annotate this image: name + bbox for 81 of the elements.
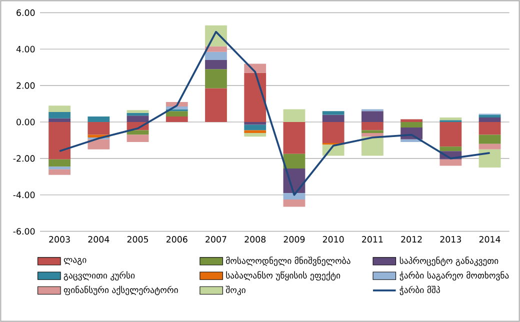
bar	[166, 111, 188, 117]
bar	[322, 111, 344, 115]
x-tick-label: 2014	[479, 236, 500, 243]
x-tick-label: 2008	[244, 236, 266, 243]
bar	[283, 109, 306, 122]
bar	[126, 112, 149, 116]
legend-label: საპროცენტო განაკვეთი	[400, 256, 498, 266]
bar	[48, 118, 71, 122]
bar	[48, 159, 71, 167]
bar	[361, 122, 384, 130]
bar	[205, 88, 227, 122]
bar	[361, 130, 384, 133]
x-tick-label: 2011	[362, 236, 383, 243]
bar	[126, 130, 149, 135]
bar	[478, 114, 501, 118]
bar	[283, 122, 306, 154]
bar	[478, 149, 501, 168]
bar	[322, 114, 344, 122]
legend-label: შოკი	[226, 286, 246, 296]
bar	[478, 122, 501, 135]
x-tick-label: 2013	[440, 236, 461, 243]
bar	[440, 122, 462, 147]
bar	[126, 116, 149, 122]
bar	[205, 52, 227, 60]
x-tick-label: 2010	[322, 236, 344, 243]
bar	[205, 60, 227, 70]
bar	[244, 122, 266, 125]
y-tick-label: 2.00	[16, 82, 35, 89]
legend-label: ფინანსური აქსელერატორი	[64, 286, 178, 296]
bar	[400, 119, 423, 122]
bar	[88, 116, 110, 122]
bar	[88, 139, 110, 150]
bar	[205, 46, 227, 52]
y-tick-label: -4.00	[13, 192, 35, 198]
x-tick-label: 2006	[166, 236, 188, 243]
x-tick-label: 2012	[401, 236, 422, 243]
legend-label: საბალანსო უწყისის ეფექტი	[226, 271, 340, 281]
legend-label: გაცვლითი კურსი	[64, 271, 135, 280]
y-tick-label: -6.00	[13, 228, 35, 235]
line-series	[58, 30, 491, 196]
y-tick-label: 4.00	[16, 46, 35, 52]
bar	[244, 132, 266, 137]
bar	[205, 69, 227, 88]
bar	[166, 116, 188, 122]
bar	[361, 132, 384, 137]
x-tick-label: 2003	[49, 236, 70, 243]
bar	[244, 130, 266, 133]
legend-label: ჭარბი საგარეო მოთხოვნა	[400, 271, 509, 281]
bar	[283, 199, 306, 207]
y-tick-label: 6.00	[16, 9, 35, 16]
legend-label: ლაგი	[64, 258, 86, 265]
bar	[126, 134, 149, 142]
bar	[478, 134, 501, 144]
bar	[48, 112, 71, 118]
bar	[283, 193, 306, 200]
bar	[283, 154, 306, 168]
bar	[126, 110, 149, 113]
x-tick-label: 2007	[206, 236, 226, 243]
bar	[440, 146, 462, 152]
bar	[361, 111, 384, 122]
bar	[478, 117, 501, 122]
bar	[48, 166, 71, 170]
x-tick-label: 2005	[127, 236, 148, 243]
bar	[440, 159, 462, 166]
bar	[400, 122, 423, 128]
bar	[440, 117, 462, 120]
x-tick-label: 2004	[88, 236, 110, 243]
bar	[88, 122, 110, 135]
x-tick-label: 2009	[284, 236, 305, 243]
bar	[48, 122, 71, 160]
bar	[244, 124, 266, 130]
bar	[48, 169, 71, 175]
bar	[322, 122, 344, 143]
bar	[244, 72, 266, 122]
y-tick-label: -2.00	[13, 155, 35, 162]
bar	[361, 136, 384, 156]
bar	[48, 106, 71, 112]
legend-label: მოსალოდნელი მნიშვნელობა	[226, 256, 350, 266]
legend-label: ჭარბი მშპ	[400, 286, 440, 296]
bar	[478, 144, 501, 150]
y-tick-label: 0.00	[16, 118, 35, 126]
